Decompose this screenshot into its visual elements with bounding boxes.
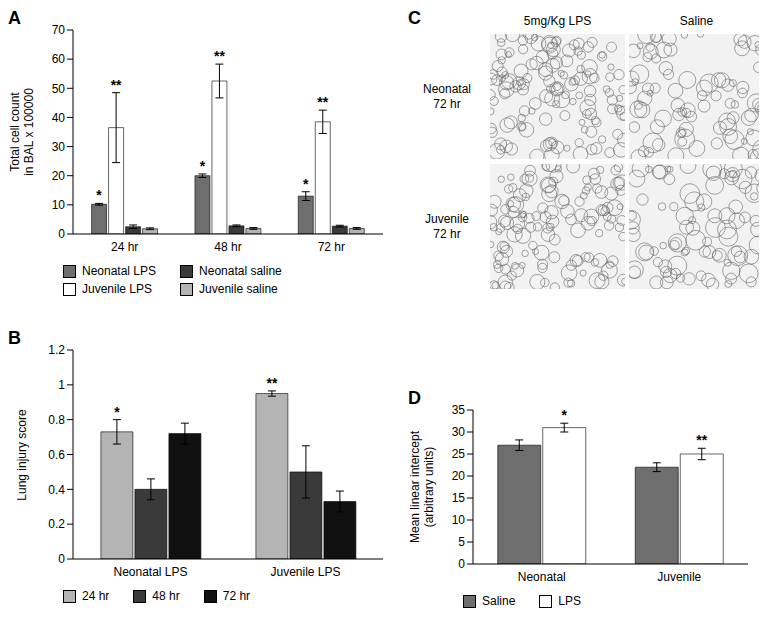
html-text:in BAL x 100000: in BAL x 100000 <box>22 88 36 176</box>
html-text:Juvenile saline: Juvenile saline <box>199 282 278 296</box>
svg-text:*: * <box>303 176 309 192</box>
svg-text:40: 40 <box>52 111 66 125</box>
svg-text:Neonatal: Neonatal <box>518 570 566 584</box>
svg-text:0.8: 0.8 <box>48 413 65 427</box>
svg-text:48 hr: 48 hr <box>214 240 241 254</box>
svg-text:72 hr: 72 hr <box>318 240 345 254</box>
html-text:B: B <box>8 328 21 348</box>
html-text:A: A <box>8 8 21 28</box>
svg-text:5: 5 <box>458 535 465 549</box>
html-text:Mean linear intercept: Mean linear intercept <box>408 431 422 543</box>
html-text:Neonatal LPS: Neonatal LPS <box>82 264 157 278</box>
html-text:72 hr: 72 hr <box>222 589 251 603</box>
svg-text:**: ** <box>214 48 225 64</box>
html-text:D: D <box>408 388 421 408</box>
svg-text:0: 0 <box>458 557 465 571</box>
html-text:LPS: LPS <box>558 594 581 608</box>
svg-text:35: 35 <box>452 403 466 417</box>
svg-text:Neonatal LPS: Neonatal LPS <box>113 565 187 579</box>
svg-text:60: 60 <box>52 52 66 66</box>
html-text:Neonatal saline: Neonatal saline <box>199 264 282 278</box>
html-text:Saline: Saline <box>482 594 516 608</box>
svg-text:*: * <box>96 187 102 203</box>
html-text:Lung injury score: Lung injury score <box>15 408 29 501</box>
svg-text:0.2: 0.2 <box>48 517 65 531</box>
svg-text:10: 10 <box>452 513 466 527</box>
svg-text:15: 15 <box>452 491 466 505</box>
svg-text:0: 0 <box>58 552 65 566</box>
svg-text:*: * <box>200 158 206 174</box>
html-text:(arbitrary units): (arbitrary units) <box>422 446 436 528</box>
svg-text:30: 30 <box>52 140 66 154</box>
svg-text:0: 0 <box>58 227 65 241</box>
svg-text:30: 30 <box>452 425 466 439</box>
svg-text:20: 20 <box>452 469 466 483</box>
svg-text:**: ** <box>696 432 707 448</box>
svg-text:*: * <box>562 407 568 423</box>
html-text:24 hr: 24 hr <box>82 589 110 603</box>
svg-text:Juvenile: Juvenile <box>657 570 701 584</box>
svg-text:10: 10 <box>52 198 66 212</box>
svg-text:**: ** <box>266 375 277 391</box>
html-text:Juvenile: Juvenile <box>425 211 469 226</box>
svg-text:1.2: 1.2 <box>48 343 65 357</box>
html-text:72 hr: 72 hr <box>433 96 461 111</box>
html-text:Neonatal: Neonatal <box>423 81 471 96</box>
svg-text:0.4: 0.4 <box>48 483 65 497</box>
html-text:5mg/Kg LPS: 5mg/Kg LPS <box>523 14 592 28</box>
svg-text:50: 50 <box>52 82 66 96</box>
svg-text:Juvenile LPS: Juvenile LPS <box>270 565 340 579</box>
svg-text:25: 25 <box>452 447 466 461</box>
svg-text:1: 1 <box>58 378 65 392</box>
html-text:72 hr: 72 hr <box>433 226 461 241</box>
svg-text:*: * <box>114 404 120 420</box>
svg-text:**: ** <box>111 77 122 93</box>
html-text:Juvenile LPS: Juvenile LPS <box>82 282 152 296</box>
html-text:Total cell count: Total cell count <box>8 92 22 172</box>
svg-text:20: 20 <box>52 169 66 183</box>
svg-text:24 hr: 24 hr <box>111 240 138 254</box>
html-text:Saline: Saline <box>679 14 714 28</box>
svg-text:70: 70 <box>52 23 66 37</box>
html-text:48 hr: 48 hr <box>152 589 180 603</box>
svg-text:0.6: 0.6 <box>48 448 65 462</box>
html-text:C: C <box>408 8 421 28</box>
svg-text:**: ** <box>317 94 328 110</box>
